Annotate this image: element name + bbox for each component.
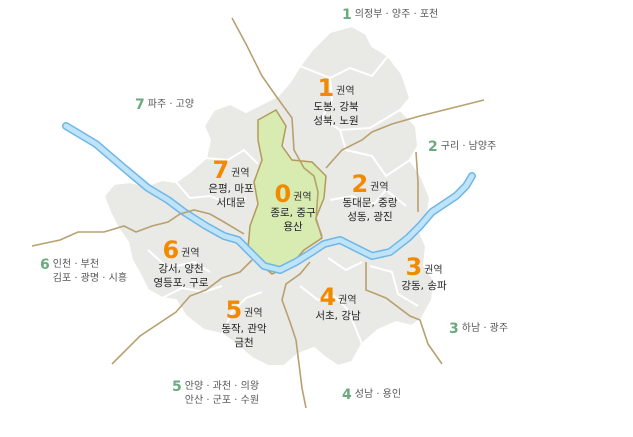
- district-border: [299, 285, 363, 345]
- region-3-label: 3 권역 강동, 송파: [392, 255, 456, 293]
- region-5-heading: 5 권역: [210, 298, 278, 322]
- region-3-suffix: 권역: [424, 265, 443, 276]
- region-7-label: 7 권역 은평, 마포 서대문: [196, 158, 266, 210]
- outer-region-6-line2: 김포 · 광명 · 시흥: [52, 273, 128, 284]
- region-5-areas-line2: 금천: [234, 337, 254, 349]
- region-5-suffix: 권역: [244, 308, 263, 319]
- outer-region-6-number: 6: [40, 257, 50, 273]
- region-4-heading: 4 권역: [306, 285, 370, 309]
- outer-region-4: 4 성남 · 용인: [342, 388, 401, 404]
- outer-region-1: 1 의정부 · 양주 · 포천: [342, 8, 438, 24]
- district-border: [205, 148, 259, 165]
- region-1-number: 1: [317, 74, 335, 102]
- region-7-areas-line2: 서대문: [216, 197, 246, 209]
- outer-region-5-line2: 안산 · 군포 · 수원: [184, 395, 260, 406]
- region-2-label: 2 권역 동대문, 중랑 성동, 광진: [334, 172, 406, 224]
- district-border: [299, 55, 389, 80]
- region-6-areas-line1: 강서, 양천: [158, 263, 204, 275]
- outer-region-4-text: 성남 · 용인: [354, 389, 402, 400]
- outer-region-3-text: 하남 · 광주: [461, 323, 509, 334]
- outer-region-7-number: 7: [135, 97, 145, 113]
- outer-region-4-number: 4: [342, 387, 352, 403]
- district-border: [147, 249, 211, 273]
- region-2-heading: 2 권역: [334, 172, 406, 196]
- region-6-heading: 6 권역: [144, 238, 218, 262]
- region-7-heading: 7 권역: [196, 158, 266, 182]
- region-0-areas-line2: 용산: [283, 221, 303, 233]
- region-7-areas-line1: 은평, 마포: [208, 183, 254, 195]
- region-3-areas-line1: 강동, 송파: [401, 280, 447, 292]
- region-1-heading: 1 권역: [302, 76, 370, 100]
- region-0-suffix: 권역: [293, 192, 312, 203]
- region-3-heading: 3 권역: [392, 255, 456, 279]
- boundary-line: [325, 99, 485, 169]
- outer-region-7-text: 파주 · 고양: [147, 99, 195, 110]
- outer-region-3-number: 3: [449, 321, 459, 337]
- region-0-label: 0 권역 종로, 중구 용산: [257, 182, 329, 234]
- district-border: [327, 257, 363, 272]
- region-4-suffix: 권역: [338, 295, 357, 306]
- region-6-suffix: 권역: [181, 248, 200, 259]
- district-border: [175, 181, 247, 206]
- region-1-suffix: 권역: [336, 86, 355, 97]
- outer-region-2-text: 구리 · 남양주: [440, 141, 497, 152]
- central-zone: [247, 108, 327, 275]
- region-4-label: 4 권역 서초, 강남: [306, 285, 370, 323]
- han-river-inner: [63, 123, 475, 273]
- outer-region-2-number: 2: [428, 139, 438, 155]
- region-1-areas-line1: 도봉, 강북: [313, 101, 359, 113]
- region-5-areas-line1: 동작, 관악: [221, 323, 267, 335]
- region-5-number: 5: [225, 296, 243, 324]
- region-4-areas-line1: 서초, 강남: [315, 310, 361, 322]
- outer-region-1-number: 1: [342, 7, 352, 23]
- region-0-areas-line1: 종로, 중구: [270, 207, 316, 219]
- region-0-number: 0: [274, 180, 292, 208]
- outer-region-7: 7 파주 · 고양: [135, 98, 194, 114]
- district-border: [369, 265, 419, 307]
- region-7-suffix: 권역: [231, 168, 250, 179]
- outer-region-6-line1: 인천 · 부천: [52, 259, 100, 270]
- outer-region-5-line1: 안양 · 과천 · 의왕: [184, 381, 260, 392]
- boundary-line: [281, 261, 311, 409]
- region-4-number: 4: [319, 283, 337, 311]
- outer-region-5-number: 5: [172, 379, 182, 395]
- boundary-line: [231, 17, 323, 237]
- outer-region-1-text: 의정부 · 양주 · 포천: [354, 9, 439, 20]
- boundary-line: [31, 209, 245, 247]
- region-6-label: 6 권역 강서, 양천 영등포, 구로: [144, 238, 218, 290]
- district-border: [161, 285, 223, 299]
- region-3-number: 3: [405, 253, 423, 281]
- boundary-line: [111, 259, 253, 365]
- region-5-label: 5 권역 동작, 관악 금천: [210, 298, 278, 350]
- region-0-heading: 0 권역: [257, 182, 329, 206]
- region-7-number: 7: [212, 156, 230, 184]
- region-6-areas-line2: 영등포, 구로: [153, 277, 209, 289]
- district-border: [329, 188, 407, 207]
- region-1-label: 1 권역 도봉, 강북 성북, 노원: [302, 76, 370, 128]
- region-2-areas-line2: 성동, 광진: [347, 211, 393, 223]
- district-border: [221, 291, 263, 335]
- region-6-number: 6: [162, 236, 180, 264]
- district-borders: [147, 55, 419, 345]
- boundary-line: [365, 262, 443, 365]
- outer-region-2: 2 구리 · 남양주: [428, 140, 496, 156]
- district-border: [339, 129, 411, 178]
- boundary-line: [415, 151, 419, 212]
- region-2-number: 2: [351, 170, 369, 198]
- region-2-suffix: 권역: [370, 182, 389, 193]
- region-boundary-lines: [31, 17, 485, 409]
- district-border: [320, 77, 401, 132]
- outer-region-3: 3 하남 · 광주: [449, 322, 508, 338]
- region-2-areas-line1: 동대문, 중랑: [342, 197, 398, 209]
- region-1-areas-line2: 성북, 노원: [313, 115, 359, 127]
